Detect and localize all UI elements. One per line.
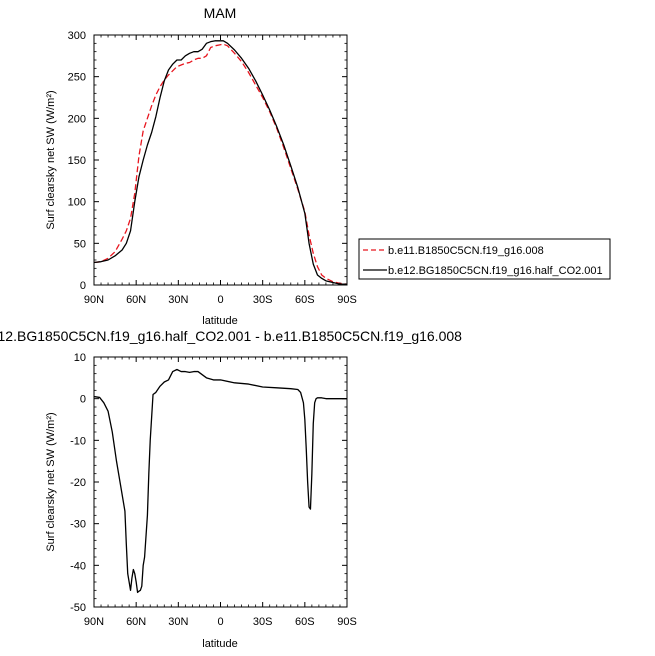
bottom-panel: b.e12.BG1850C5CN.f19_g16.half_CO2.001 - … — [0, 328, 462, 650]
bottom-x-axis-label: latitude — [202, 638, 237, 650]
bottom-y-tick-label: 0 — [80, 394, 86, 406]
top-x-tick-label: 90S — [337, 294, 357, 306]
legend: b.e11.B1850C5CN.f19_g16.008 b.e12.BG1850… — [358, 238, 611, 280]
top-chart-title: MAM — [204, 5, 237, 21]
top-series-line-0 — [93, 43, 348, 285]
bottom-x-tick-label: 0 — [217, 616, 223, 628]
bottom-x-tick-label: 30S — [253, 616, 273, 628]
top-panel: MAM 90N 60N 30N 0 30S 60S 90S 0 50 100 150 200 250 30… — [45, 5, 611, 327]
legend-label-b-e12: b.e12.BG1850C5CN.f19_g16.half_CO2.001 — [388, 265, 603, 277]
bottom-x-tick-label: 60S — [295, 616, 315, 628]
bottom-series-line-0 — [93, 368, 347, 594]
top-x-tick-label: 30N — [168, 294, 188, 306]
top-y-tick-label: 150 — [68, 155, 86, 167]
bottom-y-tick-label: -50 — [70, 602, 86, 614]
top-y-axis-label: Surf clearsky net SW (W/m²) — [45, 90, 57, 229]
bottom-plot-frame — [93, 356, 348, 608]
top-y-tick-label: 0 — [80, 280, 86, 292]
top-x-tick-label: 30S — [253, 294, 273, 306]
top-plot-frame — [93, 34, 348, 286]
top-y-tick-label: 300 — [68, 30, 86, 42]
bottom-y-tick-label: -20 — [70, 477, 86, 489]
bottom-x-tick-label: 90N — [84, 616, 104, 628]
bottom-y-tick-label: -30 — [70, 519, 86, 531]
legend-box — [358, 238, 611, 280]
bottom-y-tick-label: 10 — [74, 352, 86, 364]
bottom-y-tick-label: -10 — [70, 435, 86, 447]
top-series-line-1 — [93, 40, 347, 285]
top-y-tick-label: 250 — [68, 72, 86, 84]
top-x-tick-label: 90N — [84, 294, 104, 306]
top-y-tick-label: 100 — [68, 197, 86, 209]
top-x-tick-label: 60N — [126, 294, 146, 306]
bottom-x-tick-label: 60N — [126, 616, 146, 628]
bottom-x-tick-label: 90S — [337, 616, 357, 628]
top-y-tick-label: 50 — [74, 238, 86, 250]
top-x-axis-label: latitude — [202, 315, 237, 327]
bottom-y-axis-label: Surf clearsky net SW (W/m²) — [45, 412, 57, 551]
bottom-chart-title: b.e12.BG1850C5CN.f19_g16.half_CO2.001 - … — [0, 328, 462, 344]
legend-label-b-e11: b.e11.B1850C5CN.f19_g16.008 — [388, 245, 544, 257]
bottom-x-tick-label: 30N — [168, 616, 188, 628]
bottom-y-tick-label: -40 — [70, 560, 86, 572]
top-x-tick-label: 60S — [295, 294, 315, 306]
top-x-tick-label: 0 — [217, 294, 223, 306]
top-y-tick-label: 200 — [68, 113, 86, 125]
